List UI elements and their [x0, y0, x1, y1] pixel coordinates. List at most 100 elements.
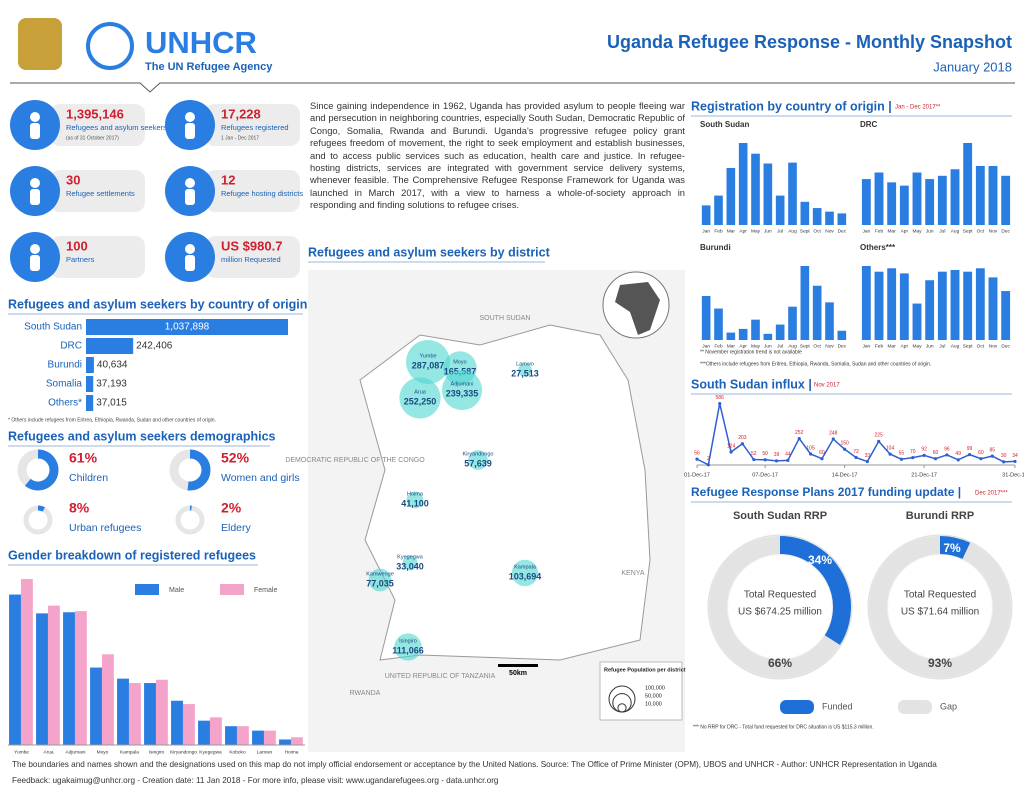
month-label: Nov: [989, 228, 998, 234]
bar-value: 37,015: [96, 398, 127, 409]
data-label: 33: [865, 453, 871, 459]
district-name: Kiryandongo: [463, 451, 494, 457]
district-bubble: [406, 491, 424, 509]
influx-point: [740, 442, 745, 446]
category-label: Burundi: [48, 360, 82, 371]
bar: [86, 395, 94, 411]
note: ***Others include refugees from Eritrea,…: [700, 361, 931, 367]
month-label: Jul: [939, 228, 945, 234]
bar-value: 242,406: [136, 341, 173, 352]
data-label: 124: [727, 443, 736, 449]
district-bubble: [368, 568, 392, 592]
country-label: DEMOCRATIC REPUBLIC OF THE CONGO: [285, 457, 425, 464]
page-date: January 2018: [933, 59, 1012, 74]
influx-point: [718, 401, 722, 406]
influx-point: [763, 458, 767, 462]
district-bubble: [406, 340, 450, 384]
figure-label: Refugees registered: [221, 123, 289, 132]
bar: [861, 266, 871, 340]
month-label: Dec: [1001, 343, 1010, 349]
month-label: Feb: [714, 343, 723, 349]
category-label: DRC: [60, 341, 82, 352]
data-label: 72: [853, 449, 859, 455]
data-label: 55: [899, 451, 905, 457]
district-bubble: [441, 369, 483, 411]
district-value: 77,035: [366, 578, 394, 588]
district-bubble: [394, 633, 422, 661]
x-tick-label: Kiryandongo: [170, 749, 197, 755]
month-label: Feb: [875, 228, 884, 234]
unhcr-emblem: [86, 22, 134, 70]
total-value: US $674.25 million: [738, 607, 822, 618]
panel-title: Others***: [860, 243, 896, 252]
bar: [701, 295, 711, 340]
district-value: 57,639: [464, 458, 492, 468]
month-label: Mar: [888, 228, 897, 234]
figure-value: 17,228: [221, 106, 261, 121]
bar: [837, 213, 847, 225]
bar: [874, 172, 884, 225]
month-label: May: [912, 343, 922, 349]
panel-title: DRC: [860, 120, 878, 129]
district-name: Isingiro: [399, 638, 417, 644]
total-label: Total Requested: [904, 590, 976, 601]
figure-label: million Requested: [221, 255, 281, 264]
data-label: 252: [795, 430, 804, 436]
influx-point: [820, 457, 824, 461]
legend-swatch: [780, 700, 814, 714]
bar: [763, 333, 773, 340]
influx-point: [967, 453, 972, 457]
month-label: Apr: [739, 228, 747, 234]
category-label: Others*: [48, 398, 82, 409]
month-label: Jun: [764, 343, 772, 349]
month-label: Mar: [888, 343, 897, 349]
month-label: Oct: [977, 228, 985, 234]
month-label: May: [751, 228, 761, 234]
bar: [155, 679, 168, 745]
legend-title: Refugee Population per district: [604, 667, 686, 673]
x-tick-label: 07-Dec-17: [752, 472, 778, 478]
data-label: 225: [875, 433, 884, 439]
month-label: Sept: [800, 228, 811, 234]
month-label: Nov: [825, 343, 834, 349]
figure-value: US $980.7: [221, 238, 282, 253]
logo-text: UNHCR: [145, 25, 257, 60]
figure-note: (as of 31 October 2017): [66, 135, 119, 141]
figure-icon-detail: [185, 189, 195, 205]
month-label: Mar: [727, 343, 736, 349]
section-period: Nov 2017: [814, 383, 840, 389]
section-title: South Sudan influx |: [691, 377, 812, 391]
country-label: SOUTH SUDAN: [480, 315, 531, 322]
emblem: [18, 18, 62, 70]
bar: [975, 268, 985, 340]
donut-segment: [939, 536, 971, 560]
figure-icon-detail: [185, 123, 195, 139]
month-label: Aug: [788, 343, 797, 349]
bar: [775, 324, 785, 340]
district-value: 252,250: [404, 396, 437, 406]
data-label: 60: [933, 450, 939, 456]
gap-label: 93%: [928, 656, 952, 670]
total-label: Total Requested: [744, 590, 816, 601]
data-label: 30: [1001, 453, 1007, 459]
influx-point: [956, 458, 960, 462]
bar-value: 40,634: [97, 360, 128, 371]
section-period: Dec 2017***: [975, 491, 1008, 497]
bar: [899, 185, 909, 225]
bar: [128, 683, 141, 745]
data-label: 2: [707, 456, 710, 462]
figure-box: [205, 104, 300, 146]
bar: [198, 720, 210, 745]
month-label: Jun: [926, 343, 934, 349]
bar: [252, 730, 264, 745]
bar: [236, 726, 249, 745]
bar: [86, 357, 94, 373]
district-bubble: [468, 450, 488, 470]
district-value: 287,087: [412, 360, 445, 370]
month-label: Jan: [702, 343, 710, 349]
plan-title: South Sudan RRP: [733, 510, 827, 522]
donut-segment: [37, 505, 45, 512]
influx-point: [808, 452, 813, 456]
bar: [800, 201, 810, 225]
month-label: Dec: [838, 228, 847, 234]
